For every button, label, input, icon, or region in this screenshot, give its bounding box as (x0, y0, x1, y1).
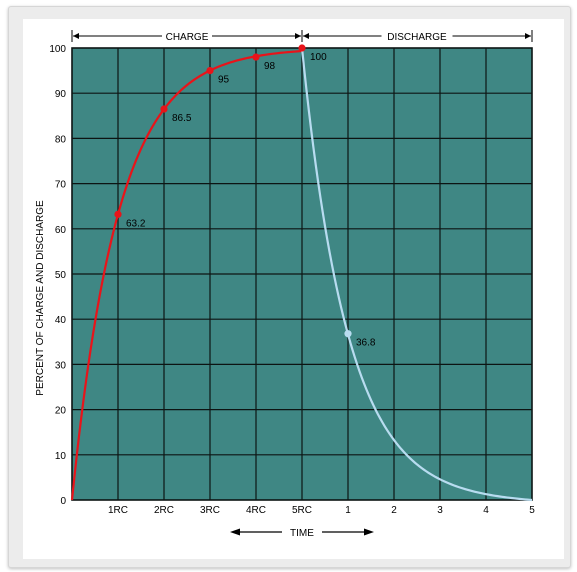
phase-label: DISCHARGE (387, 32, 447, 43)
x-axis-arrowhead-left (230, 528, 240, 536)
x-tick-label: 4RC (246, 505, 266, 516)
x-axis-label: TIME (290, 528, 314, 539)
data-label: 98 (264, 61, 276, 72)
charge-point (298, 44, 306, 52)
y-tick-label: 70 (55, 180, 67, 191)
y-axis-label: PERCENT OF CHARGE AND DISCHARGE (35, 200, 46, 396)
x-tick-label: 1 (345, 505, 351, 516)
x-tick-label: 5RC (292, 505, 312, 516)
y-tick-label: 40 (55, 315, 67, 326)
grid (72, 48, 532, 500)
y-tick-label: 60 (55, 225, 67, 236)
x-tick-label: 2 (391, 505, 397, 516)
x-tick-label: 1RC (108, 505, 128, 516)
y-tick-labels: 0 10 20 30 40 50 60 70 80 90 100 (49, 44, 66, 507)
charge-point (206, 67, 214, 75)
phase-arrowhead (303, 33, 309, 39)
phase-annotations: CHARGE DISCHARGE (71, 30, 533, 43)
x-axis-arrowhead-right (364, 528, 374, 536)
y-tick-label: 50 (55, 270, 67, 281)
x-tick-label: 5 (529, 505, 535, 516)
charge-point (114, 210, 122, 218)
charge-point (160, 105, 168, 113)
y-tick-label: 20 (55, 406, 67, 417)
y-tick-label: 100 (49, 44, 66, 55)
phase-arrowhead (73, 33, 79, 39)
y-tick-label: 30 (55, 360, 67, 371)
phase-arrowhead (525, 33, 531, 39)
x-tick-label: 3 (437, 505, 443, 516)
charge-curve (70, 49, 303, 501)
x-tick-labels: 1RC 2RC 3RC 4RC 5RC 1 2 3 4 5 (108, 505, 535, 516)
x-axis-label-group: TIME (230, 528, 374, 539)
x-tick-label: 4 (483, 505, 489, 516)
data-label: 36.8 (356, 338, 376, 349)
x-tick-label: 2RC (154, 505, 174, 516)
data-label: 86.5 (172, 113, 192, 124)
discharge-curve (300, 47, 533, 502)
data-label: 95 (218, 75, 230, 86)
charge-point (252, 53, 260, 61)
y-tick-label: 90 (55, 89, 67, 100)
y-tick-label: 0 (60, 496, 66, 507)
data-label: 63.2 (126, 218, 146, 229)
y-tick-label: 80 (55, 134, 67, 145)
x-tick-label: 3RC (200, 505, 220, 516)
phase-label: CHARGE (166, 32, 209, 43)
discharge-point (344, 330, 352, 338)
curves (70, 47, 533, 502)
y-tick-label: 10 (55, 451, 67, 462)
data-points: 63.2 86.5 95 98 100 36.8 (114, 44, 376, 349)
phase-arrowhead (295, 33, 301, 39)
data-label: 100 (310, 52, 327, 63)
